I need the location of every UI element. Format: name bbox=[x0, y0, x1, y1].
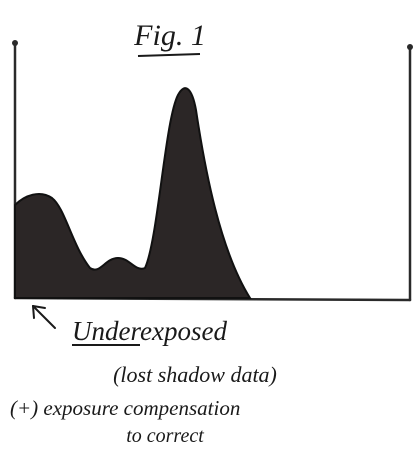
caption-subheading: (lost shadow data) bbox=[113, 362, 277, 387]
frame-dot bbox=[407, 44, 413, 50]
figure: Fig. 1 Underexposed (lost shadow data) (… bbox=[0, 0, 415, 457]
figure-title: Fig. 1 bbox=[133, 19, 206, 52]
advice-line: to correct bbox=[126, 425, 204, 447]
frame-dot bbox=[12, 40, 18, 46]
caption-heading: Underexposed bbox=[72, 316, 227, 346]
advice-line: (+) exposure compensation bbox=[10, 396, 240, 420]
